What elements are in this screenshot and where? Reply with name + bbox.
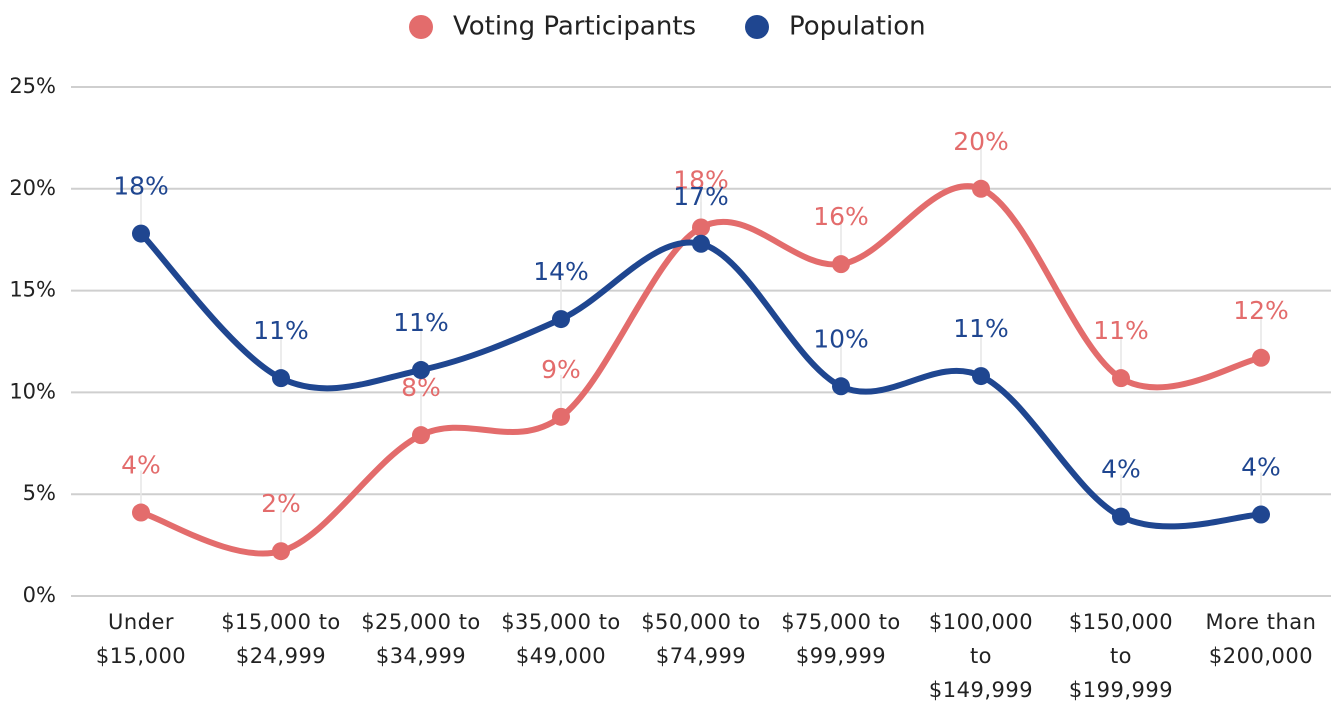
y-tick-label: 10% xyxy=(9,379,56,403)
data-point xyxy=(1112,369,1130,388)
data-point xyxy=(552,310,570,329)
data-point xyxy=(272,542,290,561)
data-label: 14% xyxy=(533,257,589,286)
data-point xyxy=(272,369,290,388)
data-label: 4% xyxy=(1241,453,1281,482)
x-tick-label: $35,000 to $49,000 xyxy=(501,610,621,668)
data-label: 2% xyxy=(261,489,301,518)
x-tick-label: $75,000 to $99,999 xyxy=(781,610,901,668)
data-point xyxy=(1112,507,1130,526)
data-label: 16% xyxy=(813,202,869,231)
x-tick-label: More than $200,000 xyxy=(1205,610,1317,668)
legend-label: Voting Participants xyxy=(453,12,696,42)
y-tick-label: 0% xyxy=(23,583,56,607)
data-point xyxy=(832,255,850,274)
data-label: 12% xyxy=(1233,296,1289,325)
data-point xyxy=(1252,348,1270,367)
series-line xyxy=(138,230,1264,530)
data-label: 11% xyxy=(393,308,449,337)
data-label: 18% xyxy=(673,165,729,194)
x-tick-label: $25,000 to $34,999 xyxy=(361,610,481,668)
data-point xyxy=(412,426,430,445)
data-label: 4% xyxy=(121,451,161,480)
data-label: 17% xyxy=(673,182,729,211)
x-tick-label: Under $15,000 xyxy=(95,610,187,668)
data-label: 10% xyxy=(813,324,869,353)
x-tick-label: $15,000 to $24,999 xyxy=(221,610,341,668)
data-label: 11% xyxy=(1093,316,1149,345)
y-tick-label: 5% xyxy=(23,481,56,505)
data-point xyxy=(692,234,710,253)
data-label: 20% xyxy=(953,127,1009,156)
data-label: 18% xyxy=(113,172,169,201)
legend-label: Population xyxy=(789,12,926,42)
legend-marker xyxy=(745,15,769,39)
legend-marker xyxy=(409,15,433,39)
y-tick-label: 25% xyxy=(9,74,56,98)
data-label: 11% xyxy=(953,314,1009,343)
data-point xyxy=(832,377,850,396)
data-label: 9% xyxy=(541,355,581,384)
data-point xyxy=(972,179,990,198)
data-point xyxy=(972,367,990,386)
y-tick-label: 15% xyxy=(9,278,56,302)
x-tick-label: $100,000 to $149,999 xyxy=(928,610,1034,702)
data-label: 11% xyxy=(253,316,309,345)
data-point xyxy=(132,503,150,522)
data-point xyxy=(132,224,150,243)
data-point xyxy=(412,361,430,380)
x-tick-label: $50,000 to $74,999 xyxy=(641,610,761,668)
data-label: 4% xyxy=(1101,455,1141,484)
x-tick-label: $150,000 to $199,999 xyxy=(1068,610,1174,702)
data-point xyxy=(552,407,570,426)
data-point xyxy=(1252,505,1270,524)
y-tick-label: 20% xyxy=(9,176,56,200)
data-point xyxy=(692,218,710,237)
